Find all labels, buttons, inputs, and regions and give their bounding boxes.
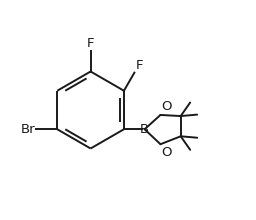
Text: F: F	[87, 37, 94, 50]
Text: O: O	[161, 100, 172, 113]
Text: B: B	[140, 123, 149, 136]
Text: Br: Br	[21, 123, 35, 136]
Text: O: O	[161, 146, 172, 159]
Text: F: F	[135, 59, 143, 72]
